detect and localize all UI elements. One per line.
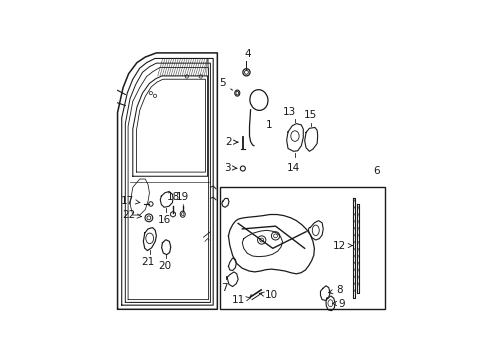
Bar xyxy=(220,187,384,309)
Text: 2: 2 xyxy=(224,137,237,147)
Text: 18: 18 xyxy=(166,192,179,202)
Text: 20: 20 xyxy=(158,261,171,271)
Text: 22: 22 xyxy=(122,210,141,220)
Text: 15: 15 xyxy=(303,110,316,120)
Text: 3: 3 xyxy=(224,163,236,173)
Text: 16: 16 xyxy=(158,215,171,225)
Text: 13: 13 xyxy=(282,107,295,117)
Text: 14: 14 xyxy=(286,163,300,173)
Text: 21: 21 xyxy=(141,257,154,267)
Text: 8: 8 xyxy=(328,285,343,296)
Text: 4: 4 xyxy=(244,49,251,59)
Text: 10: 10 xyxy=(259,291,278,301)
Text: 12: 12 xyxy=(332,240,351,251)
Text: 6: 6 xyxy=(373,166,379,176)
Text: 9: 9 xyxy=(332,299,345,309)
Text: 17: 17 xyxy=(121,195,140,206)
Text: 11: 11 xyxy=(231,296,250,305)
Text: 19: 19 xyxy=(176,192,189,202)
Text: 1: 1 xyxy=(265,120,272,130)
Text: 5: 5 xyxy=(219,78,232,90)
Text: 7: 7 xyxy=(221,283,228,293)
